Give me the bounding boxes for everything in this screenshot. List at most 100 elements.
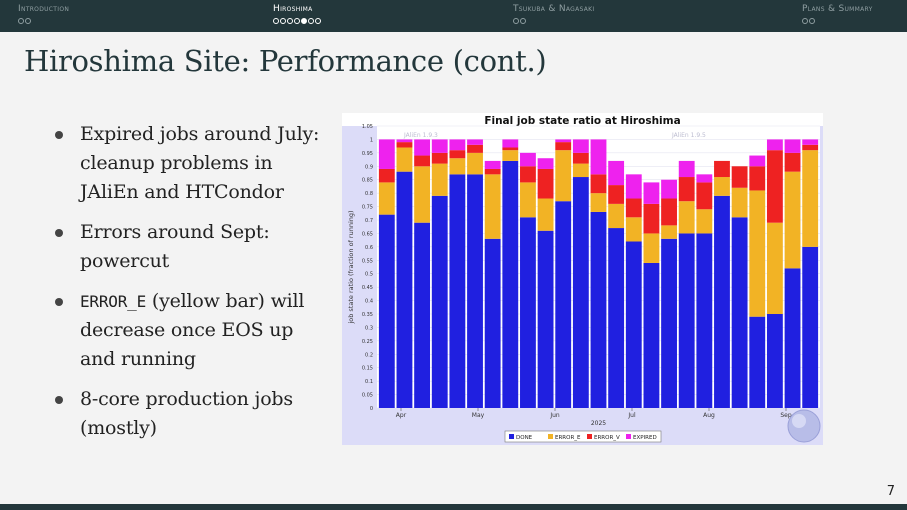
nav-dot[interactable] (287, 18, 293, 24)
nav-dot[interactable] (315, 18, 321, 24)
y-tick-label: 0.05 (362, 393, 373, 399)
legend-swatch (626, 434, 631, 439)
y-tick-label: 1.05 (362, 124, 373, 130)
nav-progress-dots (18, 18, 32, 26)
bar-segment-error-v (802, 144, 819, 151)
nav-progress-dots (273, 18, 322, 26)
y-tick-label: 0.4 (365, 299, 373, 305)
bar-segment-done (555, 201, 572, 408)
job-state-chart: Final job state ratio at Hiroshima 0 0.05 0… (342, 113, 823, 445)
bar-segment-error-e (678, 201, 695, 234)
x-tick-label: Apr (396, 412, 407, 419)
bar-segment-done (520, 217, 536, 408)
bar-segment-error-e (414, 166, 431, 223)
bar-segment-expired (678, 160, 695, 178)
nav-section-3[interactable]: Tsukuba & Nagasaki (513, 4, 595, 14)
bullet-marker (55, 229, 63, 237)
legend-swatch (548, 434, 553, 439)
legend-label: ERROR_E (555, 435, 581, 441)
chart-annotation: JAliEn 1.9.3 (403, 132, 438, 139)
y-axis-label: job state ratio (fraction of running) (347, 210, 355, 324)
bullet-text: Errors around Sept: powercut (80, 221, 270, 272)
nav-dot[interactable] (809, 18, 815, 24)
bar-segment-done (414, 222, 431, 408)
y-tick-label: 0.3 (365, 325, 373, 331)
x-axis-label: 2025 (591, 420, 606, 427)
bar-segment-error-e (714, 177, 730, 196)
nav-dot[interactable] (513, 18, 519, 24)
y-tick-label: 0.95 (362, 151, 373, 157)
bullet-marker (55, 131, 63, 139)
bar-segment-expired (502, 139, 519, 148)
y-tick-label: 1 (370, 137, 373, 143)
y-tick-label: 0.9 (365, 164, 373, 170)
bar-segment-done (537, 230, 554, 408)
x-tick-label: Jul (627, 412, 636, 419)
page-number: 7 (886, 484, 895, 499)
nav-dot[interactable] (280, 18, 286, 24)
nav-section-2[interactable]: Hiroshima (273, 4, 313, 14)
y-tick-label: 0.6 (365, 245, 373, 251)
nav-section-4[interactable]: Plans & Summary (802, 4, 873, 14)
bar-segment-done (625, 241, 642, 408)
section-navigation-bar: Introduction Hiroshima Tsukuba & Nagasaki P… (0, 0, 907, 32)
nav-dot[interactable] (308, 18, 314, 24)
nav-dot[interactable] (802, 18, 808, 24)
chart-title: Final job state ratio at Hiroshima (484, 115, 680, 127)
bullet-marker (55, 396, 63, 404)
bar-segment-error-v (555, 142, 572, 151)
bar-segment-expired (555, 139, 572, 143)
bar-segment-error-v (414, 155, 431, 167)
bar-segment-expired (431, 139, 448, 153)
bar-segment-error-v (625, 198, 642, 218)
chart-title-band (342, 113, 823, 126)
bar-segment-error-v (396, 142, 413, 148)
bar-segment-error-e (572, 163, 589, 178)
bar-segment-done (714, 195, 730, 408)
nav-dot[interactable] (294, 18, 300, 24)
nav-dot[interactable] (520, 18, 526, 24)
y-tick-label: 0.25 (362, 339, 373, 345)
bar-segment-error-e (555, 150, 572, 202)
bar-segment-error-e (484, 174, 501, 239)
bullet-item: Errors around Sept: powercut (55, 218, 323, 276)
bullet-item: Expired jobs around July: cleanup proble… (55, 120, 323, 207)
bar-segment-expired (484, 160, 501, 169)
bar-segment-expired (537, 158, 554, 169)
nav-dot[interactable] (301, 18, 307, 24)
bar-segment-error-v (590, 174, 607, 194)
bar-segment-done (643, 262, 660, 408)
bar-segment-error-v (449, 150, 466, 159)
nav-dot[interactable] (18, 18, 24, 24)
bar-segment-error-v (643, 203, 660, 234)
bar-segment-error-v (661, 198, 677, 226)
bar-segment-error-e (431, 163, 448, 196)
bar-segment-error-e (696, 209, 713, 234)
bar-segment-expired (643, 182, 660, 204)
bar-segment-done (784, 268, 801, 408)
bar-segment-error-e (502, 150, 519, 161)
bar-segment-error-v (784, 152, 801, 172)
bar-segment-expired (784, 139, 801, 153)
nav-progress-dots (513, 18, 527, 26)
bar-segment-expired (749, 155, 766, 167)
chart-annotation: JAliEn 1.9.5 (671, 132, 706, 139)
bar-segment-done (766, 314, 783, 408)
nav-section-1[interactable]: Introduction (18, 4, 70, 14)
bar-segment-done (678, 233, 695, 408)
bar-segment-error-v (537, 168, 554, 199)
nav-dot[interactable] (273, 18, 279, 24)
bar-segment-error-v (467, 144, 483, 153)
nav-dot[interactable] (25, 18, 31, 24)
bar-segment-done (378, 214, 395, 408)
bar-segment-error-e (537, 198, 554, 231)
y-tick-label: 0.1 (365, 379, 373, 385)
bar-segment-done (608, 228, 625, 408)
slide-title: Hiroshima Site: Performance (cont.) (24, 44, 547, 78)
bar-segment-expired (378, 139, 395, 169)
bar-segment-done (590, 211, 607, 408)
y-tick-label: 0.7 (365, 218, 373, 224)
bar-segment-done (661, 238, 677, 408)
bar-segment-error-v (520, 166, 536, 183)
bar-segment-error-v (696, 182, 713, 210)
